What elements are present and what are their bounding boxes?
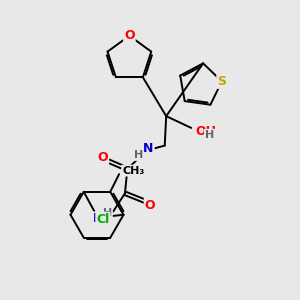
Text: H: H bbox=[205, 130, 214, 140]
Text: N: N bbox=[93, 212, 104, 225]
Text: H: H bbox=[103, 208, 112, 218]
Text: O: O bbox=[124, 29, 135, 42]
Text: H: H bbox=[134, 150, 143, 160]
Text: Cl: Cl bbox=[96, 213, 110, 226]
Text: CH₃: CH₃ bbox=[122, 166, 144, 176]
Text: O: O bbox=[145, 199, 155, 212]
Text: N: N bbox=[143, 142, 154, 155]
Text: O: O bbox=[98, 151, 108, 164]
Text: OH: OH bbox=[196, 125, 217, 138]
Text: S: S bbox=[217, 75, 226, 88]
